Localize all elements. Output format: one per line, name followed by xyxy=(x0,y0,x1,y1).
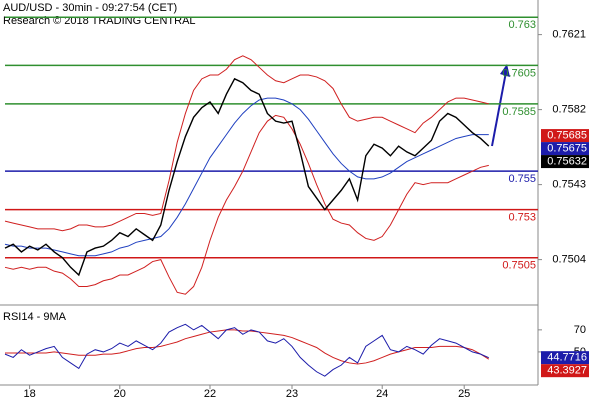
x-tick-label: 22 xyxy=(204,388,216,400)
y-tick-label: 0.7582 xyxy=(552,104,586,116)
price-marker-label: 0.75675 xyxy=(547,142,587,154)
x-tick-label: 24 xyxy=(376,388,388,400)
price-marker-label: 44.7716 xyxy=(547,352,587,364)
price-marker xyxy=(541,351,589,365)
series-line xyxy=(4,114,489,295)
price-marker-label: 0.75632 xyxy=(547,155,587,167)
series-line xyxy=(4,77,490,277)
x-tick-label: 18 xyxy=(23,388,35,400)
chart-title: AUD/USD - 30min - 09:27:54 (CET) xyxy=(3,2,177,14)
y-tick-label: 0.7621 xyxy=(552,29,586,41)
price-marker xyxy=(541,129,589,143)
level-label: 0.755 xyxy=(508,173,536,185)
price-marker-label: 0.75685 xyxy=(547,129,587,141)
y-tick-label: 70 xyxy=(574,324,586,336)
series-line xyxy=(5,329,490,365)
x-tick-label: 20 xyxy=(114,388,126,400)
x-tick-label: 25 xyxy=(458,388,470,400)
level-label: 0.7585 xyxy=(502,106,536,118)
price-marker-label: 43.3927 xyxy=(547,365,587,377)
level-label: 0.7505 xyxy=(502,260,536,272)
arrow xyxy=(491,71,507,147)
y-tick-label: 0.7543 xyxy=(552,179,586,191)
y-tick-label: 0.7504 xyxy=(552,254,586,266)
price-marker xyxy=(541,142,589,156)
price-marker xyxy=(541,155,589,169)
level-label: 0.7605 xyxy=(502,67,536,79)
panel-title: RSI14 - 9MA xyxy=(3,311,67,323)
level-label: 0.763 xyxy=(508,19,536,31)
series-line xyxy=(4,55,489,232)
arrow-head xyxy=(500,64,510,77)
level-label: 0.753 xyxy=(508,212,536,224)
x-tick-label: 23 xyxy=(286,388,298,400)
series-line xyxy=(4,323,489,377)
price-marker xyxy=(541,364,589,378)
